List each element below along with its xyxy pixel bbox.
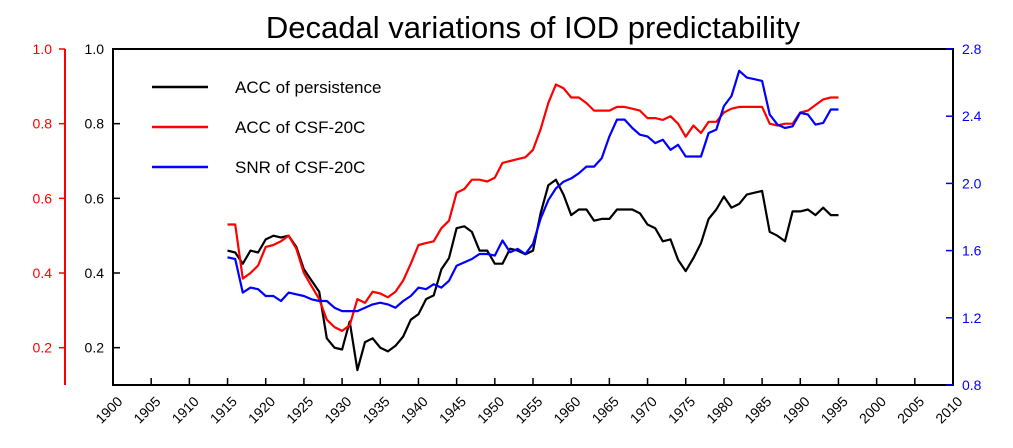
y-left-outer-tick-label: 0.6 — [33, 190, 53, 206]
x-tick-label: 1920 — [245, 393, 278, 426]
y-right-tick-label: 2.0 — [962, 175, 982, 191]
x-tick-label: 1975 — [665, 393, 698, 426]
legend: ACC of persistence ACC of CSF-20C SNR of C… — [152, 78, 381, 177]
y-left-inner-tick-label: 0.2 — [85, 340, 105, 356]
y-axis-left-outer: 0.2 0.4 0.6 0.8 1.0 — [33, 41, 65, 356]
x-tick-label: 1900 — [92, 393, 125, 426]
series-line-acc-of-persistence — [227, 178, 839, 372]
x-tick-label: 1985 — [741, 393, 774, 426]
x-tick-label: 2010 — [932, 393, 965, 426]
x-tick-label: 2000 — [856, 393, 889, 426]
y-right-tick-label: 0.8 — [962, 377, 982, 393]
y-right-tick-label: 2.8 — [962, 41, 982, 57]
y-left-inner-tick-label: 1.0 — [85, 41, 105, 57]
x-tick-label: 2005 — [894, 393, 927, 426]
x-tick-label: 1925 — [283, 393, 316, 426]
legend-label: ACC of persistence — [235, 78, 381, 97]
y-left-inner-tick-label: 0.4 — [85, 265, 105, 281]
x-tick-label: 1960 — [550, 393, 583, 426]
x-tick-label: 1980 — [703, 393, 736, 426]
y-left-outer-tick-label: 0.2 — [33, 340, 53, 356]
y-left-outer-tick-label: 0.8 — [33, 116, 53, 132]
y-left-inner-tick-label: 0.8 — [85, 116, 105, 132]
series-line-snr-of-csf-20c — [227, 69, 839, 313]
legend-label: ACC of CSF-20C — [235, 118, 365, 137]
x-tick-label: 1990 — [779, 393, 812, 426]
x-tick-label: 1930 — [321, 393, 354, 426]
x-tick-label: 1965 — [588, 393, 621, 426]
x-tick-label: 1910 — [168, 393, 201, 426]
y-right-tick-label: 1.2 — [962, 310, 982, 326]
y-right-tick-label: 1.6 — [962, 243, 982, 259]
y-axis-right: 0.8 1.2 1.6 2.0 2.4 2.8 — [946, 41, 982, 393]
x-tick-label: 1955 — [512, 393, 545, 426]
x-tick-label: 1950 — [474, 393, 507, 426]
chart-title: Decadal variations of IOD predictability — [266, 10, 801, 45]
y-left-outer-tick-label: 0.4 — [33, 265, 53, 281]
legend-label: SNR of CSF-20C — [235, 158, 365, 177]
x-tick-label: 1940 — [398, 393, 431, 426]
x-tick-label: 1915 — [207, 393, 240, 426]
series-group — [227, 69, 839, 372]
series-line-acc-of-csf-20c — [227, 83, 839, 332]
x-tick-label: 1945 — [436, 393, 469, 426]
x-tick-label: 1995 — [818, 393, 851, 426]
y-right-tick-label: 2.4 — [962, 108, 982, 124]
x-tick-label: 1905 — [130, 393, 163, 426]
x-tick-label: 1935 — [359, 393, 392, 426]
y-left-inner-tick-label: 0.6 — [85, 190, 105, 206]
x-tick-label: 1970 — [627, 393, 660, 426]
y-axis-left-inner: 0.2 0.4 0.6 0.8 1.0 — [85, 41, 120, 356]
y-left-outer-tick-label: 1.0 — [33, 41, 53, 57]
